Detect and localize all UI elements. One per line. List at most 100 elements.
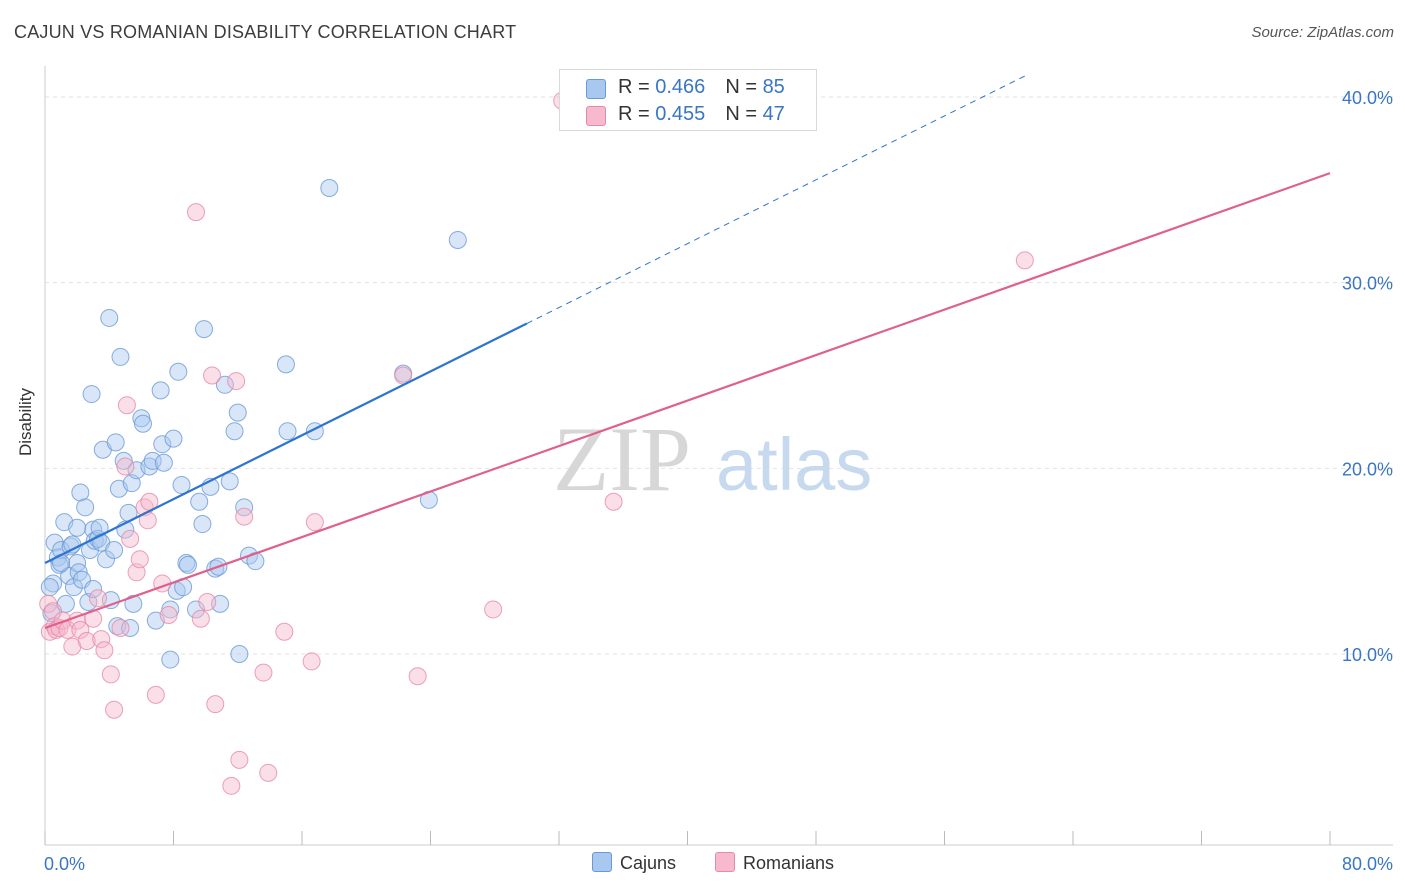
cajun-point — [71, 483, 90, 502]
romanian-point — [259, 763, 278, 782]
romanian-point — [95, 641, 114, 660]
romanian-point — [121, 529, 140, 548]
cajun-point — [276, 355, 295, 374]
romanian-point — [101, 665, 120, 684]
romanian-point — [227, 372, 246, 391]
romanian-point — [146, 685, 165, 704]
romanians-r-value: 0.455 — [655, 103, 706, 125]
cajun-point — [143, 451, 162, 470]
romanian-point — [159, 606, 178, 625]
cajun-point — [320, 178, 339, 197]
cajun-point — [82, 385, 101, 404]
y-tick-label: 20.0% — [1342, 459, 1393, 479]
romanian-point — [484, 600, 503, 619]
romanian-point — [604, 492, 623, 511]
romanian-point — [235, 507, 254, 526]
cajun-point — [68, 518, 87, 537]
romanian-point — [230, 750, 249, 769]
romanian-point — [222, 776, 241, 795]
romanian-point — [408, 667, 427, 686]
cajun-point — [100, 308, 119, 327]
cajun-point — [164, 429, 183, 448]
romanian-point — [89, 589, 108, 608]
cajuns-swatch — [586, 79, 606, 99]
cajun-point — [111, 347, 130, 366]
y-tick-label: 10.0% — [1342, 645, 1393, 665]
cajun-point — [105, 541, 124, 560]
cajun-point — [151, 381, 170, 400]
romanian-point — [254, 663, 273, 682]
cajun-point — [76, 498, 95, 517]
cajun-point — [40, 578, 59, 597]
cajun-point — [186, 600, 205, 619]
cajun-point — [169, 362, 188, 381]
cajun-point — [220, 472, 239, 491]
bottom-cajuns-label: Cajuns — [620, 853, 677, 873]
y-tick-label: 40.0% — [1342, 88, 1393, 108]
trend-lines — [44, 74, 1331, 630]
cajun-point — [193, 515, 212, 534]
cajun-point — [278, 422, 297, 441]
romanian-point — [203, 366, 222, 385]
bottom-romanians-swatch — [715, 852, 735, 872]
cajuns-trend-extension — [526, 74, 1028, 324]
gridlines — [45, 96, 1393, 655]
y-tick-label: 30.0% — [1342, 274, 1393, 294]
romanians-trend-line — [44, 172, 1331, 630]
cajun-point — [154, 453, 173, 472]
romanian-point — [105, 700, 124, 719]
cajun-point — [68, 554, 87, 573]
cajun-point — [153, 435, 172, 454]
bottom-romanians-label: Romanians — [743, 853, 835, 873]
romanian-point — [71, 620, 90, 639]
chart-title: CAJUN VS ROMANIAN DISABILITY CORRELATION… — [14, 22, 517, 42]
cajun-point — [448, 230, 467, 249]
romanian-point — [53, 611, 72, 630]
romanian-point — [117, 396, 136, 415]
cajuns-n-value: 85 — [762, 76, 785, 98]
cajun-point — [172, 476, 191, 495]
romanians-n-value: 47 — [762, 103, 785, 125]
cajuns-points — [40, 178, 467, 669]
romanian-point — [111, 619, 130, 638]
bottom-legend-cajuns: Cajuns — [592, 852, 676, 874]
axes — [44, 66, 1393, 846]
romanian-point — [116, 457, 135, 476]
romanian-point — [305, 513, 324, 532]
cajun-point — [235, 498, 254, 517]
romanian-point — [92, 630, 111, 649]
bottom-cajuns-swatch — [592, 852, 612, 872]
cajun-point — [124, 594, 143, 613]
cajun-point — [228, 403, 247, 422]
cajun-point — [121, 619, 140, 638]
romanian-point — [302, 652, 321, 671]
cajun-point — [161, 650, 180, 669]
cajun-point — [225, 422, 244, 441]
romanian-point — [77, 632, 96, 651]
cajun-point — [84, 580, 103, 599]
romanian-point — [206, 695, 225, 714]
cajun-point — [178, 555, 197, 574]
romanian-point — [130, 550, 149, 569]
romanian-point — [1015, 251, 1034, 270]
bottom-legend-romanians: Romanians — [715, 852, 834, 874]
tick-labels: 10.0% 20.0% 30.0% 40.0% 0.0% 80.0% — [44, 88, 1393, 874]
romanian-point — [44, 602, 63, 621]
watermark-atlas: atlas — [716, 423, 872, 506]
cajun-point — [215, 375, 234, 394]
cajun-point — [140, 457, 159, 476]
romanians-points — [39, 91, 1034, 795]
cajuns-n-label: N = — [725, 76, 763, 98]
stats-legend: R = 0.466 N = 85 R = 0.455 N = 47 — [559, 69, 817, 131]
x-tick-label: 0.0% — [44, 854, 85, 874]
cajun-point — [190, 492, 209, 511]
cajun-point — [133, 414, 152, 433]
romanians-swatch — [586, 106, 606, 126]
romanian-point — [186, 203, 205, 222]
romanian-point — [275, 622, 294, 641]
cajun-point — [195, 320, 214, 339]
romanians-n-label: N = — [725, 103, 763, 125]
cajuns-r-label: R = — [618, 76, 656, 98]
cajun-point — [106, 433, 125, 452]
